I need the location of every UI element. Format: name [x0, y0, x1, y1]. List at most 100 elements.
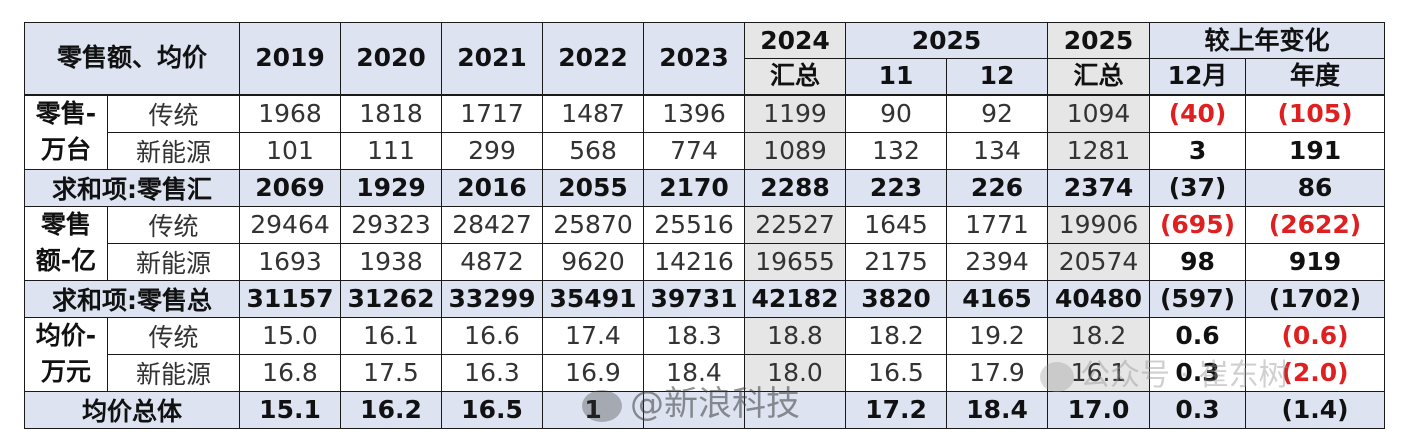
table-row: 新能源 16.8 17.5 16.3 16.9 18.4 18.0 16.5 17.9 16.1 0… — [25, 353, 1386, 392]
table-cell: 22527 — [744, 205, 847, 244]
table-cell: 101 — [239, 131, 342, 170]
table-cell: 2055 — [542, 168, 645, 207]
table-cell: 1929 — [340, 168, 443, 207]
table-cell: 16.9 — [542, 353, 645, 392]
table-cell: 14216 — [643, 242, 746, 281]
table-cell: 1717 — [441, 94, 544, 133]
header-row-2: 汇总 11 12 汇总 12月 年度 — [24, 58, 1386, 95]
table-cell: 17.5 — [340, 353, 443, 392]
group-label-line: 零售- — [35, 99, 97, 128]
table-cell: 15.1 — [239, 390, 342, 429]
col-2025-year: 2025 — [1047, 22, 1151, 59]
table-cell: 774 — [643, 131, 746, 170]
col-change-year: 年度 — [1245, 58, 1386, 95]
table-cell: 1 — [542, 390, 645, 429]
table-cell: 2069 — [239, 168, 342, 207]
table-cell: 98 — [1149, 242, 1247, 281]
table-cell: 18.0 — [744, 353, 847, 392]
table-cell — [643, 390, 746, 429]
group-label-line: 额-亿 — [35, 246, 97, 275]
table-cell: 19655 — [744, 242, 847, 281]
table-cell: 4165 — [946, 279, 1049, 318]
table-cell: 9620 — [542, 242, 645, 281]
col-2020: 2020 — [340, 22, 443, 95]
table-cell: 1693 — [239, 242, 342, 281]
table-cell: 134 — [946, 131, 1049, 170]
col-change: 较上年变化 — [1149, 22, 1386, 59]
row-label: 求和项:零售总 — [23, 279, 241, 318]
table-cell: 132 — [845, 131, 948, 170]
table-cell: 17.9 — [946, 353, 1049, 392]
table-cell: 20574 — [1047, 242, 1151, 281]
table-cell: 15.0 — [239, 316, 342, 355]
table-cell: 1818 — [340, 94, 443, 133]
table-cell: 42182 — [744, 279, 847, 318]
table-cell: 16.1 — [1047, 353, 1151, 392]
table-cell: 1094 — [1047, 94, 1151, 133]
col-2024-year: 2024 — [744, 22, 847, 59]
table-cell: 17.0 — [1047, 390, 1151, 429]
table-cell: 919 — [1245, 242, 1386, 281]
table-cell: 86 — [1245, 168, 1386, 207]
table-cell: 2175 — [845, 242, 948, 281]
table-cell: 1487 — [542, 94, 645, 133]
col-2025-12: 12 — [946, 58, 1049, 95]
table-cell: (2.0) — [1245, 353, 1386, 392]
table-cell: (1702) — [1245, 279, 1386, 318]
retail-sales-table: 零售额、均价 2019 2020 2021 2022 2023 2024 202… — [23, 22, 1386, 429]
group-label-line: 零售 — [40, 210, 91, 239]
col-2025-total: 汇总 — [1047, 58, 1151, 95]
row-label: 传统 — [106, 205, 241, 244]
table-cell: 18.3 — [643, 316, 746, 355]
table-cell: 18.8 — [744, 316, 847, 355]
table-cell: (597) — [1149, 279, 1247, 318]
table-cell: 40480 — [1047, 279, 1151, 318]
table-cell: 17.2 — [845, 390, 948, 429]
col-2021: 2021 — [441, 22, 544, 95]
table-cell: 35491 — [542, 279, 645, 318]
table-cell: 1396 — [643, 94, 746, 133]
table-cell: 25516 — [643, 205, 746, 244]
table-cell: 16.8 — [239, 353, 342, 392]
table-cell: 16.6 — [441, 316, 544, 355]
col-2023: 2023 — [643, 22, 746, 95]
table-cell: 19.2 — [946, 316, 1049, 355]
table-cell: 1771 — [946, 205, 1049, 244]
table-cell: 29323 — [340, 205, 443, 244]
col-2025-11: 11 — [845, 58, 948, 95]
table-cell: 16.3 — [441, 353, 544, 392]
row-label: 求和项:零售汇 — [23, 168, 241, 207]
col-2025-months: 2025 — [845, 22, 1049, 59]
row-label: 新能源 — [106, 353, 241, 392]
table-cell: 29464 — [239, 205, 342, 244]
table-cell: 16.1 — [340, 316, 443, 355]
table-cell: 2374 — [1047, 168, 1151, 207]
table-cell: (0.6) — [1245, 316, 1386, 355]
table-cell: (695) — [1149, 205, 1247, 244]
table-cell: 2288 — [744, 168, 847, 207]
col-2022: 2022 — [542, 22, 645, 95]
table-cell: 92 — [946, 94, 1049, 133]
table-cell: 568 — [542, 131, 645, 170]
table-row: 零售 额-亿 传统 29464 29323 28427 25870 25516 22527 1… — [24, 205, 1386, 281]
table-cell: (105) — [1245, 94, 1386, 133]
row-label: 传统 — [106, 94, 241, 133]
col-2019: 2019 — [239, 22, 342, 95]
table-cell: 223 — [845, 168, 948, 207]
group-avg-price: 均价- 万元 — [24, 316, 108, 392]
table-cell: 17.4 — [542, 316, 645, 355]
table-cell: 3820 — [845, 279, 948, 318]
table-cell: 16.2 — [340, 390, 443, 429]
table-cell: 1089 — [744, 131, 847, 170]
table-cell: 1968 — [239, 94, 342, 133]
group-label-line: 万元 — [40, 357, 91, 386]
table-cell: 1199 — [744, 94, 847, 133]
table-cell: (1.4) — [1245, 390, 1386, 429]
table-cell: 1281 — [1047, 131, 1151, 170]
row-label: 传统 — [106, 316, 241, 355]
table-row: 均价总体 15.1 16.2 16.5 1 17.2 18.4 17.0 0.3 (1.4) — [23, 390, 1386, 429]
table-cell: 2170 — [643, 168, 746, 207]
table-cell: 3 — [1149, 131, 1247, 170]
table-cell: 25870 — [542, 205, 645, 244]
table-cell: 31262 — [340, 279, 443, 318]
